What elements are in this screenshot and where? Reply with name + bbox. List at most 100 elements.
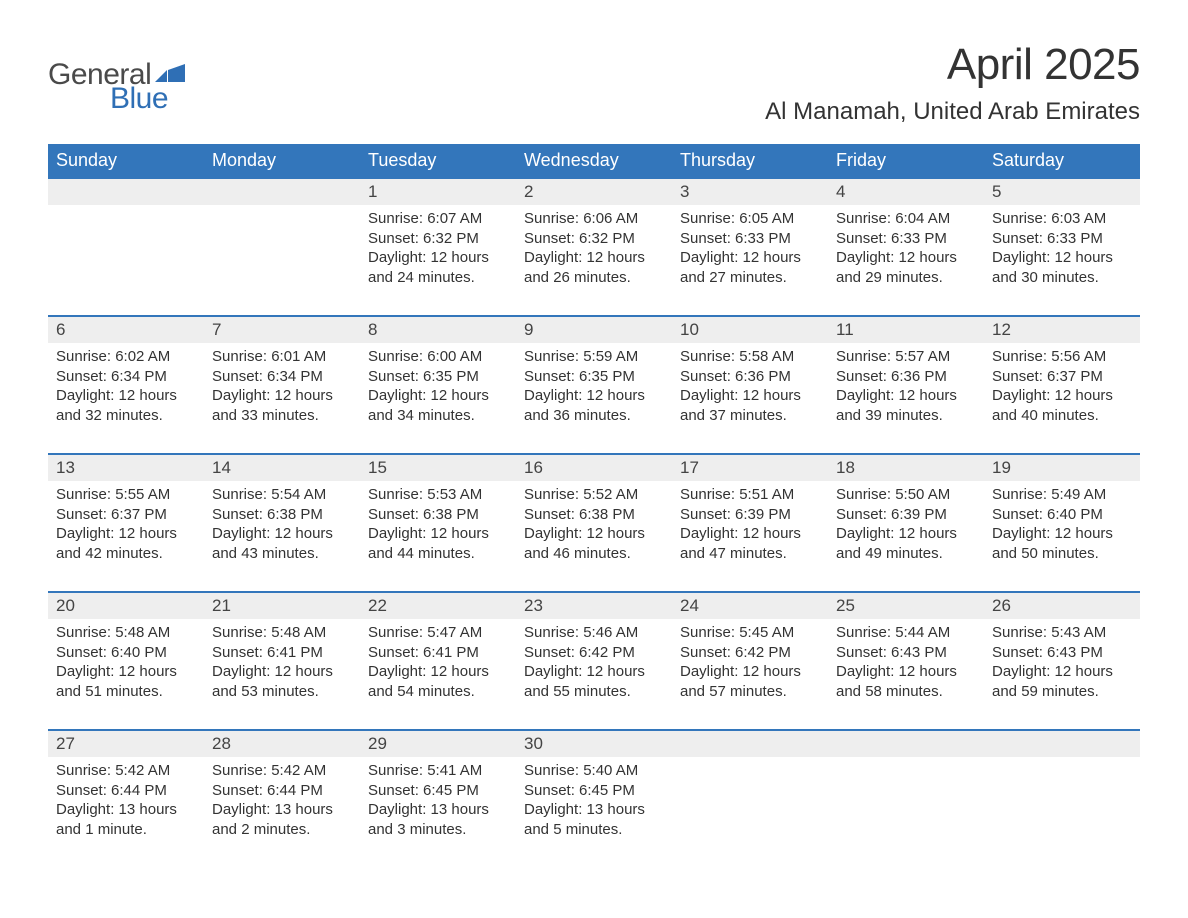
location-subtitle: Al Manamah, United Arab Emirates — [765, 98, 1140, 126]
sunset-text: Sunset: 6:38 PM — [212, 505, 352, 525]
daylight-text: Daylight: 12 hours and 26 minutes. — [524, 248, 664, 287]
sunset-text: Sunset: 6:32 PM — [368, 229, 508, 249]
calendar-day-cell: 19Sunrise: 5:49 AMSunset: 6:40 PMDayligh… — [984, 454, 1140, 592]
column-header: Saturday — [984, 144, 1140, 178]
sunset-text: Sunset: 6:35 PM — [368, 367, 508, 387]
day-data: Sunrise: 6:05 AMSunset: 6:33 PMDaylight:… — [672, 205, 828, 315]
day-data: Sunrise: 6:02 AMSunset: 6:34 PMDaylight:… — [48, 343, 204, 453]
daylight-text: Daylight: 12 hours and 54 minutes. — [368, 662, 508, 701]
day-number: 9 — [516, 317, 672, 343]
daylight-text: Daylight: 12 hours and 44 minutes. — [368, 524, 508, 563]
day-number: 18 — [828, 455, 984, 481]
sunset-text: Sunset: 6:45 PM — [524, 781, 664, 801]
calendar-header: SundayMondayTuesdayWednesdayThursdayFrid… — [48, 144, 1140, 178]
calendar-day-cell — [204, 178, 360, 316]
calendar-day-cell: 7Sunrise: 6:01 AMSunset: 6:34 PMDaylight… — [204, 316, 360, 454]
day-data: Sunrise: 5:59 AMSunset: 6:35 PMDaylight:… — [516, 343, 672, 453]
month-title: April 2025 — [765, 40, 1140, 90]
calendar-day-cell: 13Sunrise: 5:55 AMSunset: 6:37 PMDayligh… — [48, 454, 204, 592]
calendar-day-cell: 1 Sunrise: 6:07 AMSunset: 6:32 PMDaylight… — [360, 178, 516, 316]
day-number: 1 — [360, 179, 516, 205]
sunrise-text: Sunrise: 5:43 AM — [992, 623, 1132, 643]
day-number: 4 — [828, 179, 984, 205]
daylight-text: Daylight: 13 hours and 3 minutes. — [368, 800, 508, 839]
day-number: 3 — [672, 179, 828, 205]
sunset-text: Sunset: 6:45 PM — [368, 781, 508, 801]
sunset-text: Sunset: 6:40 PM — [992, 505, 1132, 525]
calendar-day-cell: 15Sunrise: 5:53 AMSunset: 6:38 PMDayligh… — [360, 454, 516, 592]
day-number: 11 — [828, 317, 984, 343]
calendar-table: SundayMondayTuesdayWednesdayThursdayFrid… — [48, 144, 1140, 867]
day-number: 30 — [516, 731, 672, 757]
day-data — [828, 757, 984, 865]
day-number — [48, 179, 204, 205]
daylight-text: Daylight: 12 hours and 33 minutes. — [212, 386, 352, 425]
day-data — [48, 205, 204, 313]
sunset-text: Sunset: 6:41 PM — [212, 643, 352, 663]
day-number: 8 — [360, 317, 516, 343]
daylight-text: Daylight: 12 hours and 32 minutes. — [56, 386, 196, 425]
day-data — [984, 757, 1140, 865]
day-data: Sunrise: 5:44 AMSunset: 6:43 PMDaylight:… — [828, 619, 984, 729]
day-number: 25 — [828, 593, 984, 619]
column-header: Wednesday — [516, 144, 672, 178]
sunset-text: Sunset: 6:39 PM — [680, 505, 820, 525]
day-data: Sunrise: 5:54 AMSunset: 6:38 PMDaylight:… — [204, 481, 360, 591]
sunrise-text: Sunrise: 5:41 AM — [368, 761, 508, 781]
sunset-text: Sunset: 6:39 PM — [836, 505, 976, 525]
day-data: Sunrise: 6:06 AMSunset: 6:32 PMDaylight:… — [516, 205, 672, 315]
day-number: 29 — [360, 731, 516, 757]
day-data: Sunrise: 5:42 AMSunset: 6:44 PMDaylight:… — [48, 757, 204, 867]
calendar-week-row: 13Sunrise: 5:55 AMSunset: 6:37 PMDayligh… — [48, 454, 1140, 592]
calendar-day-cell: 6Sunrise: 6:02 AMSunset: 6:34 PMDaylight… — [48, 316, 204, 454]
sunrise-text: Sunrise: 5:42 AM — [56, 761, 196, 781]
title-block: April 2025 Al Manamah, United Arab Emira… — [765, 40, 1140, 126]
sunrise-text: Sunrise: 5:48 AM — [212, 623, 352, 643]
day-data: Sunrise: 5:53 AMSunset: 6:38 PMDaylight:… — [360, 481, 516, 591]
daylight-text: Daylight: 12 hours and 34 minutes. — [368, 386, 508, 425]
calendar-week-row: 20Sunrise: 5:48 AMSunset: 6:40 PMDayligh… — [48, 592, 1140, 730]
calendar-day-cell: 29 Sunrise: 5:41 AMSunset: 6:45 PMDayligh… — [360, 730, 516, 867]
day-data: Sunrise: 5:43 AMSunset: 6:43 PMDaylight:… — [984, 619, 1140, 729]
day-number: 5 — [984, 179, 1140, 205]
day-data: Sunrise: 5:56 AMSunset: 6:37 PMDaylight:… — [984, 343, 1140, 453]
daylight-text: Daylight: 12 hours and 51 minutes. — [56, 662, 196, 701]
daylight-text: Daylight: 12 hours and 58 minutes. — [836, 662, 976, 701]
sunset-text: Sunset: 6:36 PM — [680, 367, 820, 387]
day-data: Sunrise: 5:40 AMSunset: 6:45 PMDaylight:… — [516, 757, 672, 867]
sunrise-text: Sunrise: 5:53 AM — [368, 485, 508, 505]
calendar-day-cell: 17Sunrise: 5:51 AMSunset: 6:39 PMDayligh… — [672, 454, 828, 592]
calendar-day-cell — [672, 730, 828, 867]
logo: General Blue — [48, 40, 185, 116]
day-number: 15 — [360, 455, 516, 481]
sunset-text: Sunset: 6:44 PM — [56, 781, 196, 801]
sunset-text: Sunset: 6:43 PM — [836, 643, 976, 663]
daylight-text: Daylight: 12 hours and 27 minutes. — [680, 248, 820, 287]
daylight-text: Daylight: 12 hours and 24 minutes. — [368, 248, 508, 287]
sunrise-text: Sunrise: 5:44 AM — [836, 623, 976, 643]
day-data: Sunrise: 6:04 AMSunset: 6:33 PMDaylight:… — [828, 205, 984, 315]
day-number: 28 — [204, 731, 360, 757]
day-data: Sunrise: 5:49 AMSunset: 6:40 PMDaylight:… — [984, 481, 1140, 591]
sunrise-text: Sunrise: 5:58 AM — [680, 347, 820, 367]
daylight-text: Daylight: 13 hours and 5 minutes. — [524, 800, 664, 839]
daylight-text: Daylight: 12 hours and 59 minutes. — [992, 662, 1132, 701]
day-number: 6 — [48, 317, 204, 343]
sunset-text: Sunset: 6:38 PM — [524, 505, 664, 525]
sunrise-text: Sunrise: 6:07 AM — [368, 209, 508, 229]
day-data: Sunrise: 5:57 AMSunset: 6:36 PMDaylight:… — [828, 343, 984, 453]
flag-icon — [155, 64, 185, 84]
daylight-text: Daylight: 12 hours and 57 minutes. — [680, 662, 820, 701]
column-header: Sunday — [48, 144, 204, 178]
day-number — [204, 179, 360, 205]
daylight-text: Daylight: 12 hours and 40 minutes. — [992, 386, 1132, 425]
day-number: 17 — [672, 455, 828, 481]
sunset-text: Sunset: 6:33 PM — [992, 229, 1132, 249]
day-number — [672, 731, 828, 757]
daylight-text: Daylight: 12 hours and 30 minutes. — [992, 248, 1132, 287]
sunrise-text: Sunrise: 5:46 AM — [524, 623, 664, 643]
calendar-day-cell: 14Sunrise: 5:54 AMSunset: 6:38 PMDayligh… — [204, 454, 360, 592]
calendar-day-cell: 5Sunrise: 6:03 AMSunset: 6:33 PMDaylight… — [984, 178, 1140, 316]
sunset-text: Sunset: 6:42 PM — [524, 643, 664, 663]
calendar-day-cell: 4Sunrise: 6:04 AMSunset: 6:33 PMDaylight… — [828, 178, 984, 316]
